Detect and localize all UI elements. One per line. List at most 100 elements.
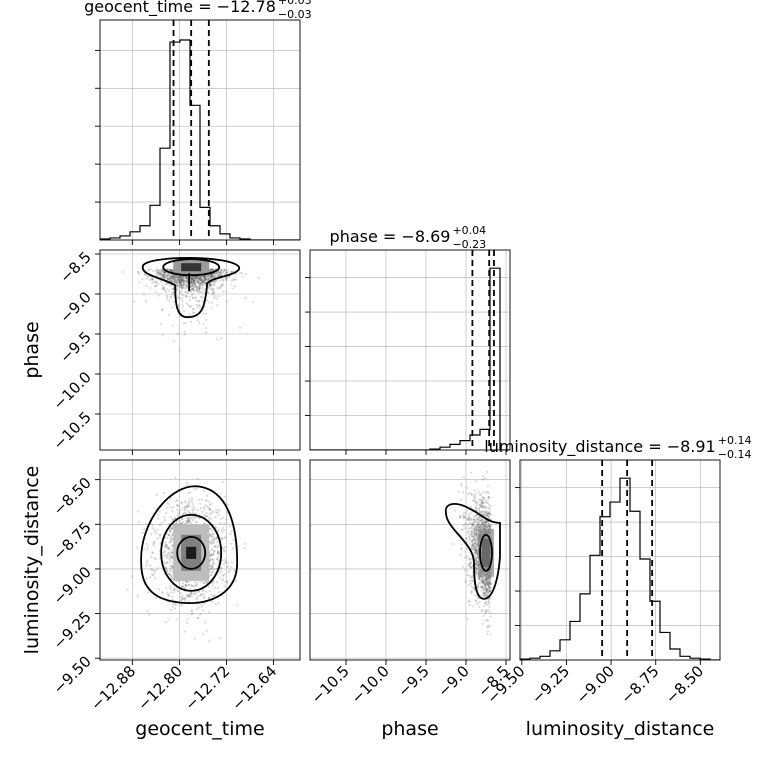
sample-point	[121, 270, 125, 274]
sample-point	[469, 560, 472, 563]
sample-point	[472, 539, 475, 542]
sample-point	[182, 596, 186, 600]
sample-point	[158, 274, 161, 277]
sample-point	[190, 288, 193, 292]
sample-point	[240, 272, 244, 275]
sample-point	[487, 591, 490, 595]
sample-point	[216, 540, 219, 543]
sample-point	[169, 276, 173, 279]
sample-point	[487, 512, 490, 515]
sample-point	[487, 496, 491, 499]
sample-point	[489, 586, 492, 589]
sample-point	[153, 541, 156, 545]
sample-point	[198, 277, 202, 280]
sample-point	[471, 548, 474, 551]
sample-point	[182, 322, 185, 325]
sample-point	[472, 543, 475, 547]
sample-point	[201, 589, 204, 592]
sample-point	[174, 602, 177, 605]
sample-point	[210, 306, 213, 309]
sample-point	[153, 529, 156, 532]
sample-point	[223, 585, 226, 588]
sample-point	[191, 297, 195, 300]
sample-point	[215, 567, 218, 570]
sample-point	[191, 282, 194, 285]
sample-point	[489, 576, 492, 579]
content-layer	[100, 20, 720, 660]
sample-point	[178, 509, 181, 512]
sample-point	[162, 492, 165, 495]
sample-point	[484, 609, 487, 612]
sample-point	[215, 526, 218, 530]
sample-point	[474, 546, 478, 549]
sample-point	[189, 281, 193, 284]
sample-point	[187, 517, 190, 520]
contour-inner	[176, 535, 207, 570]
sample-point	[175, 282, 178, 285]
sample-point	[471, 527, 474, 530]
sample-point	[205, 278, 208, 281]
sample-point	[481, 505, 485, 509]
sample-point	[476, 571, 479, 574]
sample-point	[167, 503, 170, 506]
sample-point	[216, 338, 219, 341]
sample-point	[475, 553, 478, 556]
sample-point	[196, 617, 199, 620]
sample-point	[230, 283, 233, 286]
sample-point	[198, 287, 201, 290]
sample-point	[484, 588, 487, 592]
sample-point	[214, 537, 217, 540]
sample-point	[213, 593, 216, 597]
sample-point	[197, 287, 200, 291]
sample-point	[187, 505, 190, 508]
panel-frame-phase	[309, 249, 511, 451]
sample-point	[208, 570, 211, 574]
sample-point	[194, 275, 197, 278]
sample-point	[219, 274, 222, 277]
sample-point	[165, 566, 168, 570]
sample-point	[483, 604, 486, 607]
sample-point	[479, 582, 482, 585]
sample-point	[163, 271, 167, 274]
sample-point	[462, 524, 465, 527]
sample-point	[486, 484, 489, 488]
sample-point	[173, 281, 176, 284]
sample-point	[190, 595, 194, 598]
sample-point	[481, 501, 484, 505]
sample-point	[484, 520, 487, 524]
sample-point	[483, 522, 486, 525]
sample-point	[199, 279, 203, 282]
sample-point	[217, 551, 221, 554]
sample-point	[485, 578, 488, 582]
sample-point	[489, 526, 492, 529]
sample-point	[484, 524, 487, 528]
sample-point	[186, 281, 189, 284]
sample-point	[145, 542, 148, 545]
sample-point	[454, 509, 457, 512]
sample-point	[211, 529, 214, 532]
sample-point	[474, 520, 478, 523]
sample-point	[202, 323, 205, 326]
sample-point	[192, 279, 196, 283]
sample-point	[166, 278, 169, 281]
sample-point	[486, 514, 489, 517]
sample-point	[166, 501, 169, 505]
sample-point	[162, 274, 165, 277]
sample-point	[202, 284, 205, 287]
sample-point	[176, 504, 180, 508]
sample-point	[202, 280, 205, 284]
sample-point	[208, 559, 211, 562]
sample-point	[472, 535, 475, 538]
sample-point	[151, 269, 155, 273]
sample-point	[190, 277, 193, 280]
sample-point	[186, 521, 189, 524]
sample-point	[487, 503, 491, 506]
sample-point	[483, 592, 486, 595]
sample-point	[484, 586, 487, 589]
sample-point	[171, 277, 175, 280]
sample-point	[166, 288, 169, 291]
sample-point	[193, 278, 197, 282]
sample-point	[475, 527, 478, 530]
sample-point	[480, 610, 483, 613]
sample-point	[164, 282, 167, 285]
